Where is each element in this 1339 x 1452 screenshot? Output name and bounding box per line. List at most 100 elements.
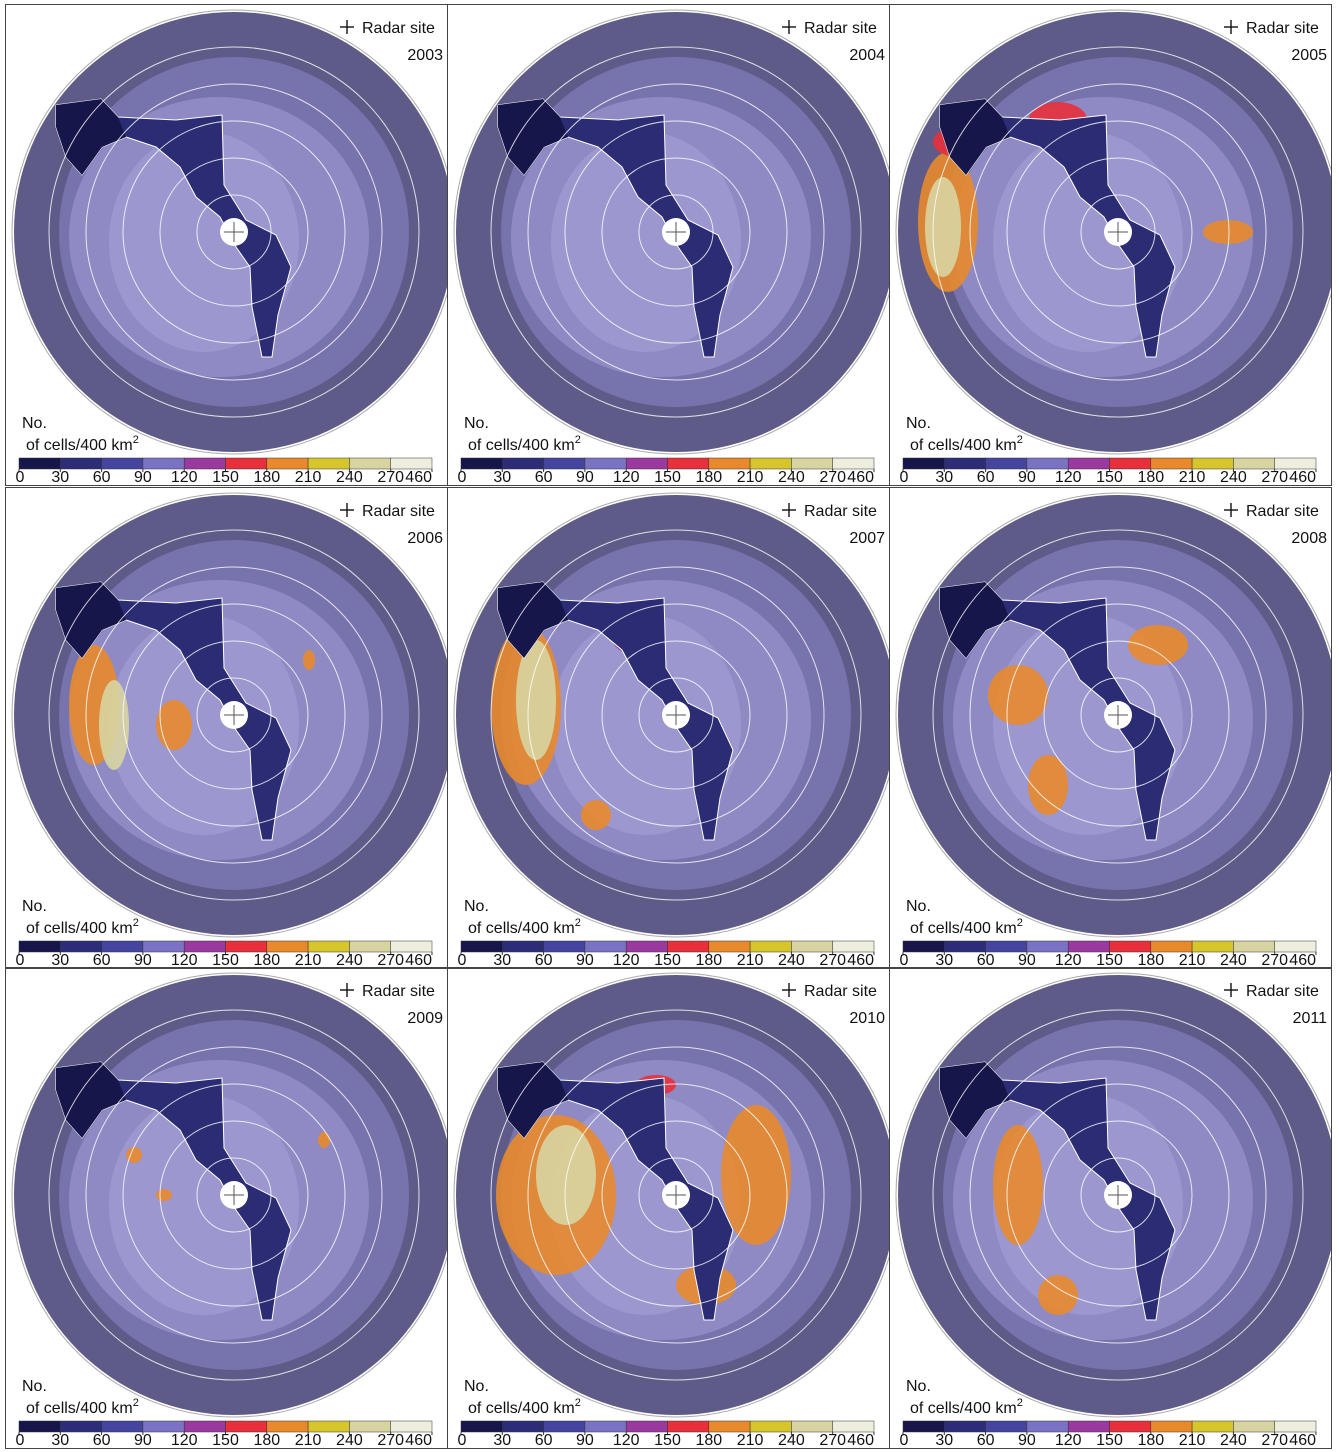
colorbar-segment	[944, 940, 986, 953]
range-ring	[122, 1083, 346, 1307]
colorbar-segment	[101, 940, 144, 953]
range-limit	[453, 972, 889, 1418]
colorbar-segment	[902, 940, 945, 953]
range-ring	[85, 1046, 383, 1344]
range-ring	[159, 1120, 309, 1270]
panel-year: 2010	[849, 1010, 885, 1027]
colorbar-segment	[460, 940, 503, 953]
range-ring	[490, 529, 862, 901]
range-ring	[969, 83, 1267, 381]
colorbar-tick-label: 240	[1220, 952, 1247, 968]
range-ring	[601, 157, 751, 307]
colorbar-title-sup: 2	[133, 1397, 139, 1409]
colorbar-title: No.	[22, 415, 47, 432]
colorbar-segment	[18, 940, 61, 953]
colorbar-segment	[902, 1420, 945, 1433]
colorbar-segment	[625, 457, 668, 470]
map-panel: Radar site 2007 No. of cells/400 km2 0 30 60 90…	[447, 487, 890, 969]
colorbar-title-text: of cells/400 km	[468, 1400, 575, 1417]
map-panel: Radar site 2008 No. of cells/400 km2 0 30 60 90…	[889, 487, 1332, 969]
range-ring	[1080, 194, 1156, 270]
colorbar-tick-label: 120	[1055, 952, 1082, 968]
colorbar-tick-label: 270	[819, 1432, 846, 1448]
colorbar-segment	[390, 457, 433, 470]
map-panel: Radar site 2004 No. of cells/400 km2 0 30 60 90…	[447, 4, 890, 486]
colorbar-title-sup: 2	[133, 917, 139, 929]
colorbar-tick-label: 240	[778, 1432, 805, 1448]
colorbar-title-text: of cells/400 km	[910, 920, 1017, 937]
colorbar-tick-label: 30	[935, 469, 953, 485]
colorbar-segment	[225, 940, 268, 953]
colorbar-segment	[708, 1420, 751, 1433]
colorbar-title-text: of cells/400 km	[910, 1400, 1017, 1417]
colorbar-segment	[1191, 940, 1234, 953]
legend-label: Radar site	[362, 503, 435, 520]
colorbar-segment	[266, 940, 309, 953]
colorbar-segment	[101, 457, 144, 470]
colorbar-tick-label: 180	[1137, 952, 1164, 968]
range-ring	[564, 120, 788, 344]
colorbar-tick-label: 90	[1018, 1432, 1036, 1448]
colorbar-tick-label: 270	[1261, 469, 1288, 485]
colorbar-tick-label: 210	[295, 1432, 322, 1448]
colorbar-title-text: of cells/400 km	[26, 437, 133, 454]
range-ring	[85, 566, 383, 864]
range-ring	[196, 1157, 272, 1233]
panel-year: 2007	[849, 530, 885, 547]
colorbar-tick-label: 60	[535, 469, 553, 485]
colorbar-tick-label: 460	[1289, 952, 1316, 968]
colorbar-segment	[985, 1420, 1028, 1433]
colorbar-tick-label: 0	[458, 952, 467, 968]
hotspot	[126, 1147, 142, 1163]
colorbar-tick-label: 180	[695, 952, 722, 968]
basin-head	[940, 1062, 1010, 1138]
colorbar-tick-label: 270	[377, 1432, 404, 1448]
hotspot	[156, 1189, 172, 1201]
colorbar-segment	[584, 940, 627, 953]
colorbar-segment	[625, 940, 668, 953]
colorbar-segment	[307, 940, 350, 953]
basin-head	[56, 99, 126, 175]
range-ring	[1006, 1083, 1230, 1307]
range-ring	[1080, 677, 1156, 753]
colorbar-segment	[225, 1420, 268, 1433]
colorbar-tick-label: 30	[493, 952, 511, 968]
colorbar-tick-label: 90	[134, 1432, 152, 1448]
colorbar-tick-label: 180	[1137, 469, 1164, 485]
colorbar-tick-label: 270	[377, 469, 404, 485]
colorbar-tick-label: 210	[1179, 469, 1206, 485]
map-panel: Radar site 2005 No. of cells/400 km2 0 30 60 90…	[889, 4, 1332, 486]
colorbar-tick-label: 0	[900, 469, 909, 485]
colorbar-tick-label: 210	[737, 952, 764, 968]
range-ring	[932, 1009, 1304, 1381]
colorbar-title: of cells/400 km2	[468, 917, 581, 937]
colorbar-tick-label: 60	[535, 1432, 553, 1448]
colorbar-tick-label: 240	[336, 469, 363, 485]
hotspot	[156, 700, 192, 750]
colorbar-tick-label: 120	[613, 1432, 640, 1448]
colorbar-tick-label: 120	[613, 952, 640, 968]
colorbar-segment	[791, 457, 833, 470]
colorbar-tick-label: 460	[847, 469, 874, 485]
colorbar-tick-label: 90	[1018, 469, 1036, 485]
colorbar-segment	[708, 940, 751, 953]
range-limit	[453, 9, 889, 455]
map-panel: Radar site 2011 No. of cells/400 km2 0 30 60 90…	[889, 967, 1332, 1449]
colorbar-segment	[349, 940, 391, 953]
colorbar-title: No.	[906, 898, 931, 915]
colorbar-segment	[985, 457, 1028, 470]
colorbar-tick-label: 60	[93, 1432, 111, 1448]
colorbar-tick-label: 270	[1261, 1432, 1288, 1448]
map-panel: Radar site 2009 No. of cells/400 km2 0 30 60 90…	[5, 967, 448, 1449]
colorbar-segment	[543, 940, 586, 953]
colorbar-tick-label: 150	[1096, 952, 1123, 968]
colorbar-tick-label: 180	[695, 1432, 722, 1448]
colorbar-tick-label: 90	[576, 469, 594, 485]
colorbar-segment	[543, 1420, 586, 1433]
colorbar-title: of cells/400 km2	[910, 434, 1023, 454]
colorbar-segment	[183, 1420, 226, 1433]
colorbar-tick-label: 60	[977, 952, 995, 968]
